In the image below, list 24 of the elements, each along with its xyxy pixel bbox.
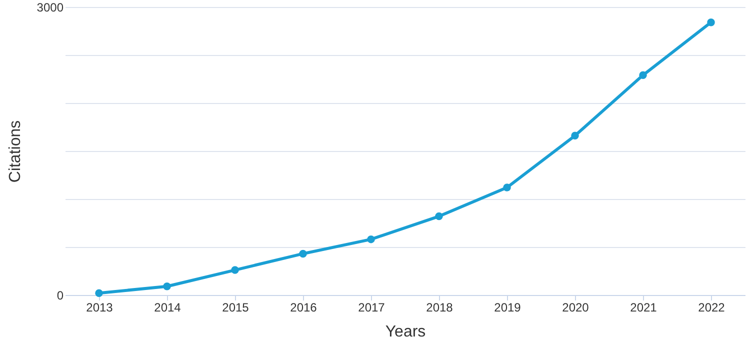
point	[707, 18, 715, 26]
x-tick-label: 2018	[426, 300, 454, 314]
x-tick-label: 2020	[562, 300, 590, 314]
x-tick-label: 2013	[86, 300, 114, 314]
x-tick-label: 2017	[358, 300, 386, 314]
x-tick-label: 2021	[630, 300, 658, 314]
point	[299, 250, 307, 258]
x-tick-label: 2022	[698, 300, 726, 314]
x-axis-title: Years	[385, 324, 426, 340]
y-axis-title: Citations	[6, 120, 24, 183]
x-tick-label: 2014	[154, 300, 182, 314]
point	[95, 289, 103, 297]
point	[503, 184, 511, 192]
point	[435, 212, 443, 220]
point	[639, 71, 647, 80]
point	[571, 132, 579, 140]
y-tick-label: 3000	[36, 0, 64, 14]
point	[231, 266, 239, 274]
point	[367, 235, 375, 244]
x-tick-label: 2015	[222, 300, 250, 314]
y-tick-label: 0	[56, 288, 64, 302]
x-tick-label: 2019	[494, 300, 522, 314]
point	[163, 282, 171, 290]
x-tick-label: 2016	[290, 300, 318, 314]
